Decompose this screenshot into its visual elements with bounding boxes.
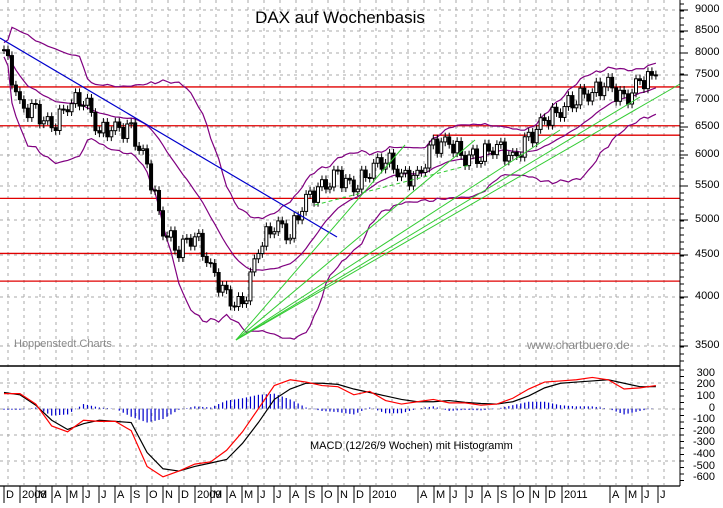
time-axis-label: 2009 <box>197 489 222 501</box>
time-axis-label: M <box>69 489 79 501</box>
macd-axis-label: -500 <box>692 460 715 472</box>
time-axis-label: A <box>117 489 125 501</box>
macd-axis-label: -200 <box>692 425 715 437</box>
time-axis-label: J <box>260 489 266 501</box>
macd-axis-label: 100 <box>696 390 715 402</box>
time-axis-label: A <box>484 489 492 501</box>
time-axis-label: O <box>516 489 525 501</box>
macd-axis-label: 200 <box>696 378 715 390</box>
time-axis-label: 2011 <box>564 489 588 501</box>
price-axis-label: 3500 <box>695 339 720 351</box>
time-axis-label: M <box>436 489 446 501</box>
time-axis-label: S <box>308 489 316 501</box>
macd-indicator-label: MACD (12/26/9 Wochen) mit Histogramm <box>310 440 513 452</box>
price-axis-label: 4500 <box>695 248 720 260</box>
time-axis-label: A <box>420 489 428 501</box>
time-axis-label: J <box>101 489 107 501</box>
macd-axis-label: -400 <box>692 448 715 460</box>
price-axis-label: 7500 <box>695 68 720 80</box>
time-axis-label: M <box>213 489 223 501</box>
time-axis-label: J <box>85 489 91 501</box>
time-axis-label: N <box>165 489 173 501</box>
time-axis-label: M <box>244 489 254 501</box>
price-axis-label: 9000 <box>695 3 720 15</box>
time-axis-label: J <box>644 489 650 501</box>
time-axis-label: O <box>149 489 158 501</box>
time-axis-label: S <box>133 489 141 501</box>
macd-axis-label: 0 <box>708 402 715 414</box>
price-axis-label: 6000 <box>695 148 720 160</box>
time-axis-label: 2008 <box>22 489 47 501</box>
time-axis-label: J <box>452 489 458 501</box>
price-axis-label: 7000 <box>695 93 720 105</box>
macd-axis-label: -300 <box>692 436 715 448</box>
price-axis-label: 6500 <box>695 120 720 132</box>
time-axis-label: 2010 <box>372 489 397 501</box>
time-axis-label: M <box>38 489 48 501</box>
time-axis-label: D <box>6 489 14 501</box>
price-axis-label: 8000 <box>695 46 720 58</box>
macd-axis-label: -600 <box>692 471 715 483</box>
time-axis-label: D <box>356 489 364 501</box>
time-axis-label: M <box>628 489 638 501</box>
watermark-chartbuero: www.chartbuero.de <box>527 338 630 352</box>
macd-axis-label: 300 <box>696 367 715 379</box>
time-axis-label: S <box>500 489 508 501</box>
time-axis-label: J <box>276 489 282 501</box>
time-axis-label: A <box>229 489 237 501</box>
time-axis-label: N <box>340 489 348 501</box>
macd-axis-label: -100 <box>692 413 715 425</box>
time-axis-label: O <box>324 489 333 501</box>
chart-title: DAX auf Wochenbasis <box>255 8 425 27</box>
time-axis-label: D <box>548 489 556 501</box>
price-axis-label: 8500 <box>695 24 720 36</box>
time-axis-label: N <box>532 489 540 501</box>
time-axis-label: A <box>292 489 300 501</box>
time-axis-label: A <box>612 489 620 501</box>
watermark-hoppenstedt: Hoppenstedt Charts <box>14 338 112 350</box>
time-axis-label: J <box>468 489 474 501</box>
price-axis-label: 5500 <box>695 179 720 191</box>
time-axis-label: J <box>660 489 666 501</box>
price-axis-label: 5000 <box>695 213 720 225</box>
price-axis-label: 4000 <box>695 290 720 302</box>
time-axis-label: D <box>181 489 189 501</box>
time-axis-label: A <box>54 489 62 501</box>
